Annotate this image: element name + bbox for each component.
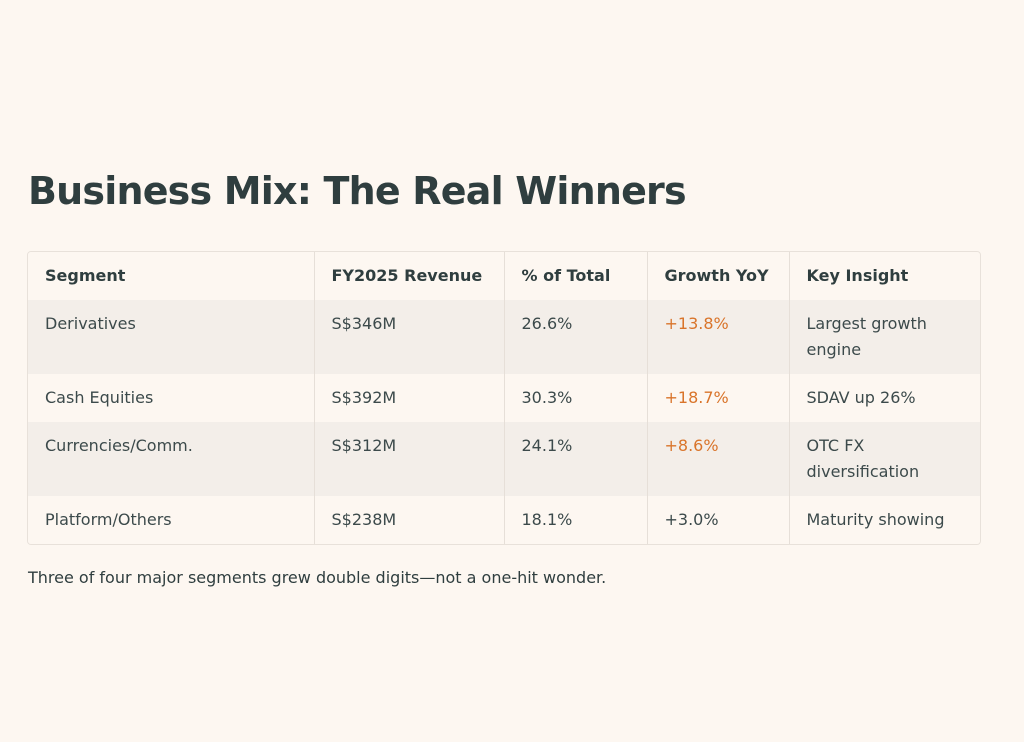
segment-cell: Platform/Others	[28, 496, 314, 544]
table-row: Currencies/Comm. S$312M 24.1% +8.6% OTC …	[28, 422, 980, 496]
revenue-cell: S$346M	[313, 300, 504, 374]
growth-cell: +3.0%	[646, 496, 789, 544]
revenue-cell: S$312M	[313, 422, 504, 496]
table-row: Platform/Others S$238M 18.1% +3.0% Matur…	[28, 496, 980, 544]
insight-cell: SDAV up 26%	[788, 374, 980, 422]
share-cell: 26.6%	[503, 300, 647, 374]
header-growth: Growth YoY	[646, 252, 789, 300]
segment-cell: Cash Equities	[28, 374, 314, 422]
header-revenue: FY2025 Revenue	[313, 252, 504, 300]
share-cell: 18.1%	[503, 496, 647, 544]
header-insight: Key Insight	[788, 252, 980, 300]
header-share: % of Total	[503, 252, 647, 300]
table-row: Derivatives S$346M 26.6% +13.8% Largest …	[28, 300, 980, 374]
growth-cell: +13.8%	[646, 300, 789, 374]
footnote: Three of four major segments grew double…	[28, 568, 607, 587]
insight-cell: Largest growth engine	[788, 300, 980, 374]
insight-cell: OTC FX diversification	[788, 422, 980, 496]
table-header-row: Segment FY2025 Revenue % of Total Growth…	[28, 252, 980, 300]
growth-cell: +18.7%	[646, 374, 789, 422]
segment-cell: Derivatives	[28, 300, 314, 374]
business-mix-table: Segment FY2025 Revenue % of Total Growth…	[27, 251, 981, 545]
segment-cell: Currencies/Comm.	[28, 422, 314, 496]
table-row: Cash Equities S$392M 30.3% +18.7% SDAV u…	[28, 374, 980, 422]
revenue-cell: S$392M	[313, 374, 504, 422]
growth-cell: +8.6%	[646, 422, 789, 496]
revenue-cell: S$238M	[313, 496, 504, 544]
header-segment: Segment	[28, 252, 314, 300]
share-cell: 24.1%	[503, 422, 647, 496]
share-cell: 30.3%	[503, 374, 647, 422]
insight-cell: Maturity showing	[788, 496, 980, 544]
page-title: Business Mix: The Real Winners	[28, 169, 687, 213]
